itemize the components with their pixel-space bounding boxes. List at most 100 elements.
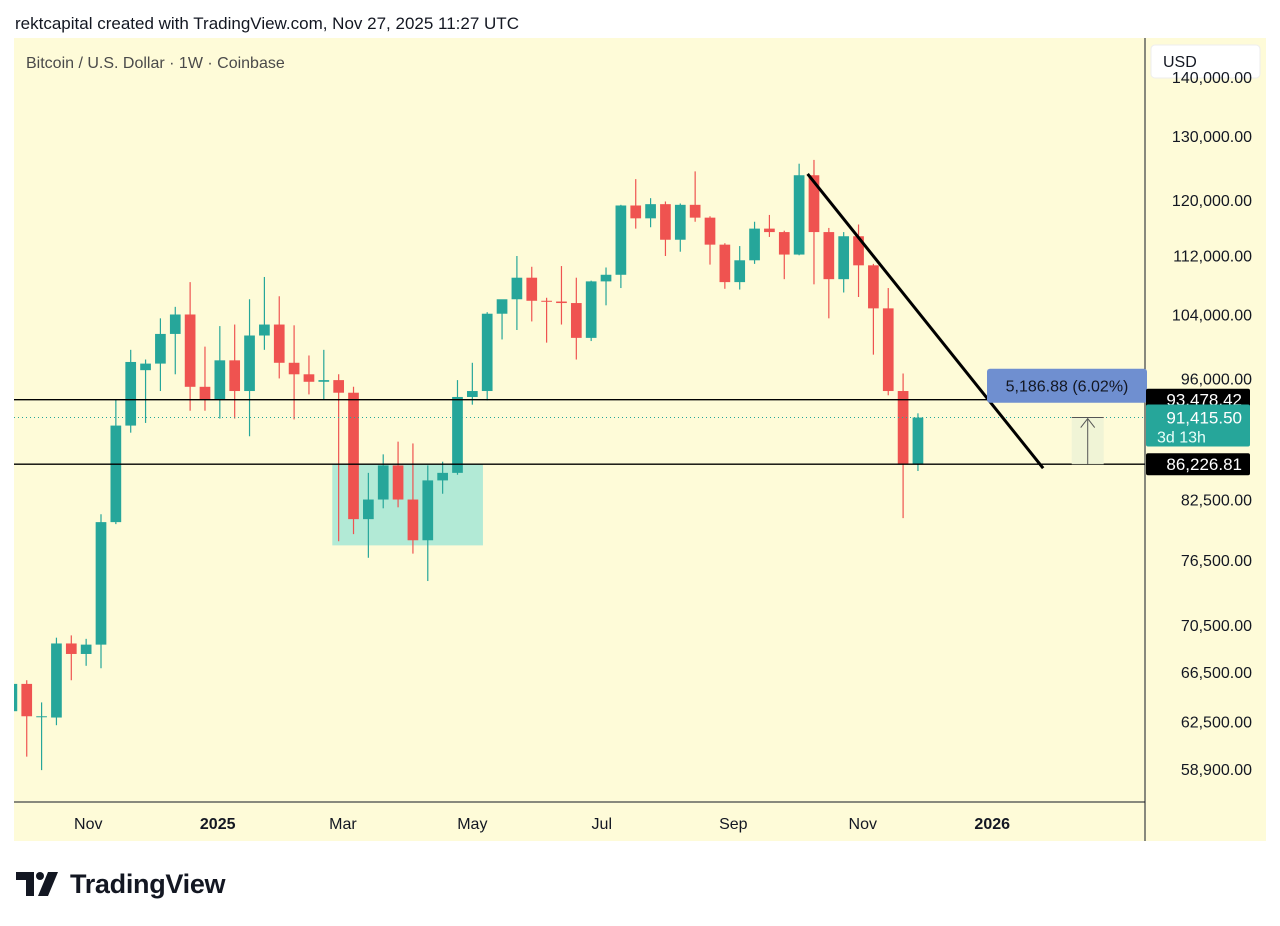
candle[interactable] bbox=[511, 255, 523, 331]
candle-body bbox=[674, 204, 686, 240]
candle[interactable] bbox=[407, 443, 419, 554]
candle-body bbox=[466, 391, 478, 397]
price-tick-label: 76,500.00 bbox=[1181, 553, 1252, 570]
candle[interactable] bbox=[437, 461, 448, 494]
time-tick-label: May bbox=[457, 816, 487, 833]
price-chart[interactable]: Bitcoin / U.S. Dollar · 1W · Coinbase US… bbox=[14, 38, 1266, 841]
candle[interactable] bbox=[36, 702, 47, 771]
candle[interactable] bbox=[719, 243, 731, 289]
time-tick-label: 2026 bbox=[974, 816, 1010, 833]
candle[interactable] bbox=[526, 266, 538, 322]
candle[interactable] bbox=[897, 373, 909, 519]
measure-label-text: 5,186.88 (6.02%) bbox=[1006, 379, 1129, 396]
descending-trendline[interactable] bbox=[806, 173, 1045, 470]
candle[interactable] bbox=[14, 678, 18, 718]
candle-body bbox=[155, 333, 166, 364]
candle[interactable] bbox=[556, 266, 567, 325]
candle[interactable] bbox=[95, 514, 107, 669]
tradingview-logo-icon bbox=[16, 872, 58, 896]
candle[interactable] bbox=[273, 296, 285, 379]
candle-body bbox=[897, 391, 909, 465]
candle[interactable] bbox=[630, 179, 642, 229]
candle[interactable] bbox=[21, 680, 33, 757]
candle[interactable] bbox=[363, 472, 374, 558]
candle[interactable] bbox=[214, 326, 226, 419]
candle[interactable] bbox=[734, 246, 746, 290]
currency-selector[interactable]: USD bbox=[1150, 44, 1261, 79]
candle[interactable] bbox=[868, 263, 879, 355]
candle[interactable] bbox=[169, 306, 181, 375]
candle[interactable] bbox=[778, 230, 790, 280]
candle[interactable] bbox=[541, 297, 552, 343]
candle[interactable] bbox=[333, 374, 345, 542]
price-tick-label: 70,500.00 bbox=[1181, 618, 1252, 635]
candle[interactable] bbox=[704, 216, 716, 265]
candle[interactable] bbox=[184, 282, 196, 411]
candle-body bbox=[749, 228, 760, 261]
candle[interactable] bbox=[823, 227, 835, 319]
candle-body bbox=[912, 417, 924, 465]
candle[interactable] bbox=[793, 163, 805, 256]
candle-body bbox=[318, 380, 330, 382]
candle[interactable] bbox=[318, 349, 330, 400]
candle-body bbox=[452, 396, 463, 473]
candle-body bbox=[645, 204, 656, 219]
candle[interactable] bbox=[51, 637, 62, 726]
candle[interactable] bbox=[645, 198, 656, 228]
candle[interactable] bbox=[674, 203, 686, 252]
current-price-label: 91,415.50 bbox=[1166, 409, 1242, 428]
candle[interactable] bbox=[199, 346, 211, 411]
candle[interactable] bbox=[481, 312, 493, 401]
candle[interactable] bbox=[125, 349, 137, 433]
candle[interactable] bbox=[288, 325, 300, 420]
candle[interactable] bbox=[229, 324, 241, 419]
price-tick-label: 66,500.00 bbox=[1181, 665, 1252, 682]
candle-body bbox=[660, 204, 671, 240]
candle[interactable] bbox=[882, 288, 894, 396]
candle-body bbox=[348, 392, 359, 520]
candle-body bbox=[823, 232, 835, 280]
candle-body bbox=[14, 683, 18, 712]
candle[interactable] bbox=[660, 201, 671, 256]
candle[interactable] bbox=[377, 454, 389, 509]
candle[interactable] bbox=[749, 221, 760, 264]
candle[interactable] bbox=[689, 171, 701, 222]
price-tick-label: 140,000.00 bbox=[1172, 70, 1252, 87]
candle[interactable] bbox=[570, 277, 582, 360]
candle[interactable] bbox=[348, 386, 359, 535]
candle[interactable] bbox=[838, 232, 850, 293]
candle[interactable] bbox=[496, 299, 508, 340]
candle-body bbox=[793, 175, 805, 255]
candle[interactable] bbox=[615, 204, 627, 289]
candle[interactable] bbox=[259, 276, 270, 350]
candle-body bbox=[764, 228, 775, 233]
candle[interactable] bbox=[80, 638, 92, 666]
candle-body bbox=[140, 363, 151, 371]
price-tick-label: 130,000.00 bbox=[1172, 129, 1252, 146]
candle[interactable] bbox=[392, 441, 404, 508]
candle-body bbox=[125, 361, 137, 426]
time-tick-label: Nov bbox=[849, 816, 877, 833]
candle[interactable] bbox=[585, 280, 597, 342]
candle[interactable] bbox=[422, 465, 434, 582]
candle[interactable] bbox=[110, 399, 122, 525]
candle[interactable] bbox=[466, 362, 478, 405]
candle-body bbox=[882, 308, 894, 392]
candle[interactable] bbox=[452, 380, 463, 475]
candle-body bbox=[853, 236, 864, 266]
candle[interactable] bbox=[155, 318, 166, 392]
price-tick-label: 62,500.00 bbox=[1181, 714, 1252, 731]
candle[interactable] bbox=[65, 635, 77, 681]
price-tick-label: 96,000.00 bbox=[1181, 371, 1252, 388]
candle-body bbox=[363, 499, 374, 520]
candle-body bbox=[689, 204, 701, 218]
candle[interactable] bbox=[244, 299, 255, 437]
candle-body bbox=[392, 465, 404, 500]
candle[interactable] bbox=[764, 214, 775, 237]
candle[interactable] bbox=[140, 359, 151, 423]
chart-frame[interactable]: Bitcoin / U.S. Dollar · 1W · Coinbase US… bbox=[14, 38, 1266, 841]
candle[interactable] bbox=[912, 413, 924, 471]
candle[interactable] bbox=[303, 355, 315, 395]
candle-body bbox=[734, 260, 746, 283]
candle[interactable] bbox=[600, 267, 612, 306]
